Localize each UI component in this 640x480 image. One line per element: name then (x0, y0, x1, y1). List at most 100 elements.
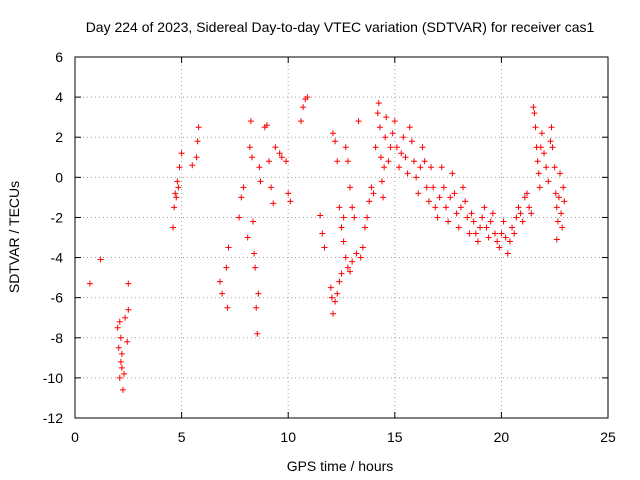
data-point (327, 284, 334, 291)
data-point (86, 280, 93, 287)
data-point (404, 170, 411, 177)
data-point (560, 184, 567, 191)
data-point (430, 184, 437, 191)
data-point (321, 244, 328, 251)
data-point (379, 178, 386, 185)
data-point (340, 238, 347, 245)
data-point (374, 110, 381, 117)
x-tick-label: 0 (71, 429, 79, 445)
data-point (252, 264, 259, 271)
data-point (470, 218, 477, 225)
data-point (391, 118, 398, 125)
data-point (559, 224, 566, 231)
data-point (549, 144, 556, 151)
data-point (118, 364, 125, 371)
data-point (492, 230, 499, 237)
data-point (240, 184, 247, 191)
data-point (287, 198, 294, 205)
data-point (376, 124, 383, 131)
data-point (400, 134, 407, 141)
data-point (438, 164, 445, 171)
data-point (349, 204, 356, 211)
data-point (116, 318, 123, 325)
data-point (541, 150, 548, 157)
data-point (447, 194, 454, 201)
data-point (502, 234, 509, 241)
data-point (477, 224, 484, 231)
data-point (380, 194, 387, 201)
data-point (344, 264, 351, 271)
data-point (434, 214, 441, 221)
y-tick-label: 0 (55, 169, 63, 185)
data-point (355, 118, 362, 125)
data-point (445, 218, 452, 225)
data-point (329, 130, 336, 137)
data-point (122, 314, 129, 321)
data-point (357, 254, 364, 261)
data-point (246, 144, 253, 151)
data-point (396, 164, 403, 171)
data-point (266, 158, 273, 165)
data-point (500, 218, 507, 225)
data-point (283, 158, 290, 165)
data-point (247, 118, 254, 125)
y-tick-label: 4 (55, 89, 63, 105)
y-axis-label: SDTVAR / TECUs (6, 181, 22, 293)
data-point (402, 154, 409, 161)
data-point (468, 210, 475, 217)
data-point (173, 194, 180, 201)
data-point (479, 214, 486, 221)
data-point (440, 184, 447, 191)
data-point (285, 190, 292, 197)
data-point (528, 210, 535, 217)
data-point (382, 134, 389, 141)
data-point (317, 212, 324, 219)
data-point (225, 244, 232, 251)
data-point (216, 278, 223, 285)
data-point (408, 138, 415, 145)
data-point (553, 236, 560, 243)
data-point (532, 124, 539, 131)
data-point (457, 204, 464, 211)
y-tick-label: -12 (43, 410, 63, 426)
data-point (334, 290, 341, 297)
data-point (175, 184, 182, 191)
data-point (413, 174, 420, 181)
data-point (498, 230, 505, 237)
data-point (538, 130, 545, 137)
data-point (304, 94, 311, 101)
data-point (536, 184, 543, 191)
data-point (545, 178, 552, 185)
data-point (116, 374, 123, 381)
data-point (519, 218, 526, 225)
x-tick-label: 25 (600, 429, 616, 445)
data-point (276, 150, 283, 157)
data-point (368, 184, 375, 191)
y-tick-label: 2 (55, 129, 63, 145)
data-point (115, 344, 122, 351)
data-point (531, 110, 538, 117)
data-point (494, 238, 501, 245)
data-point (236, 214, 243, 221)
data-point (278, 154, 285, 161)
data-point (224, 304, 231, 311)
data-point (387, 144, 394, 151)
data-point (329, 310, 336, 317)
data-point (372, 144, 379, 151)
data-point (114, 324, 121, 331)
data-point (118, 350, 125, 357)
data-point (223, 264, 230, 271)
data-point (117, 334, 124, 341)
x-tick-label: 15 (387, 429, 403, 445)
data-point (481, 204, 488, 211)
data-point (119, 386, 126, 393)
data-point (125, 280, 132, 287)
data-point (255, 290, 262, 297)
data-point (423, 184, 430, 191)
data-point (176, 164, 183, 171)
data-point (297, 118, 304, 125)
data-point (366, 198, 373, 205)
data-point (383, 114, 390, 121)
data-point (537, 144, 544, 151)
grid (75, 57, 608, 418)
